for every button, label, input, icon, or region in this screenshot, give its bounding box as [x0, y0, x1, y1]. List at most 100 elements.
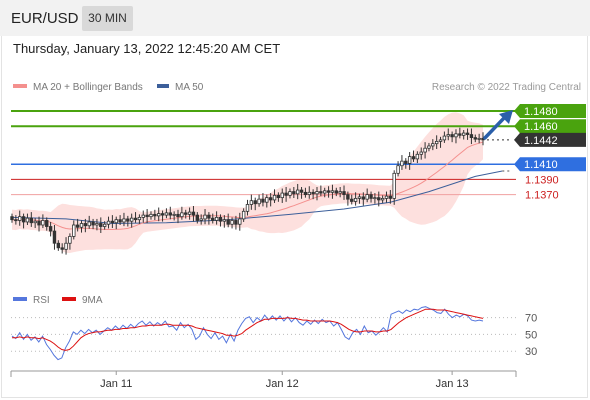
- candle-body: [191, 211, 196, 216]
- rsi-panel: 70 50 30: [11, 306, 537, 361]
- candle-body: [187, 211, 192, 215]
- level-tag-label-resistance: 1.1480: [524, 106, 558, 118]
- legend-swatch-ma20: [13, 84, 27, 88]
- candle-body: [99, 223, 103, 227]
- candle-body: [102, 223, 107, 227]
- candle-body: [149, 213, 153, 218]
- candle-body: [64, 242, 68, 250]
- candle-body: [473, 137, 477, 140]
- candle-body: [91, 221, 95, 226]
- candle-body: [265, 197, 269, 203]
- candle-body: [56, 242, 61, 249]
- candle-body: [168, 212, 172, 216]
- rsi-tick-label: 50: [525, 329, 537, 341]
- x-axis: Jan 11 Jan 12 Jan 13: [10, 370, 517, 390]
- candle-body: [79, 223, 84, 228]
- level-tag-label-current: 1.1442: [524, 135, 558, 147]
- timeframe-button[interactable]: 30 MIN: [82, 6, 133, 31]
- candle-body: [342, 191, 346, 195]
- rsi-line: [11, 306, 484, 361]
- candle-body: [245, 204, 250, 212]
- candle-body: [373, 197, 377, 200]
- candle-body: [41, 220, 45, 226]
- candle-body: [160, 213, 165, 216]
- candle-body: [311, 191, 315, 195]
- candle-body: [338, 191, 342, 194]
- candle-body: [380, 197, 385, 201]
- candle-body: [268, 197, 273, 201]
- candle-body: [45, 220, 49, 227]
- candle-body: [176, 213, 180, 218]
- legend-label-ma20: MA 20 + Bollinger Bands: [33, 82, 143, 93]
- candle-body: [75, 224, 80, 228]
- candle-body: [230, 220, 234, 225]
- rsi-legend: RSI 9MA: [13, 295, 103, 306]
- candle-body: [180, 212, 184, 218]
- candle-body: [469, 134, 474, 138]
- candle-body: [222, 219, 227, 222]
- candle-body: [118, 219, 122, 223]
- candle-body: [114, 219, 118, 224]
- rsi-tick-label: 30: [525, 346, 537, 358]
- level-tag-current: [514, 132, 586, 147]
- candle-body: [218, 216, 223, 222]
- candle-body: [203, 214, 207, 220]
- candle-body: [334, 190, 338, 194]
- forecast-arrow: [483, 110, 513, 140]
- legend-label-rsi: RSI: [33, 295, 50, 306]
- candle-body: [72, 224, 76, 237]
- candle-body: [214, 216, 219, 221]
- candle-body: [369, 194, 373, 199]
- candle-body: [350, 198, 354, 202]
- candle-body: [465, 132, 470, 135]
- candle-body: [365, 194, 369, 200]
- candle-body: [280, 192, 284, 199]
- candle-body: [68, 235, 72, 244]
- candle-body: [384, 195, 389, 199]
- level-label-support: 1.1370: [525, 190, 559, 202]
- legend-swatch-9ma: [62, 297, 76, 301]
- candle-body: [106, 220, 111, 225]
- candle-body: [450, 134, 454, 138]
- candle-body: [292, 191, 296, 195]
- candle-body: [427, 145, 431, 149]
- legend-label-9ma: 9MA: [82, 295, 103, 306]
- legend-swatch-rsi: [13, 297, 27, 301]
- candle-body: [307, 191, 311, 196]
- level-tag-pivot: [514, 157, 586, 172]
- candle-body: [207, 214, 211, 219]
- level-label-support: 1.1390: [525, 174, 559, 186]
- candle-body: [431, 143, 435, 147]
- candle-body: [261, 198, 265, 203]
- legend-swatch-ma50: [157, 84, 169, 88]
- level-tags: 1.1480 1.1460 1.1442 1.1410 1.1390 1.1370: [514, 104, 586, 202]
- candle-body: [423, 147, 427, 153]
- candle-body: [299, 189, 304, 193]
- candle-body: [211, 217, 215, 221]
- candle-body: [458, 133, 462, 136]
- candle-body: [95, 223, 99, 226]
- candle-body: [241, 210, 246, 220]
- candle-body: [319, 191, 323, 194]
- candle-body: [353, 197, 358, 202]
- candle-body: [377, 197, 381, 201]
- candle-body: [330, 190, 335, 193]
- candle-body: [52, 230, 57, 244]
- candle-body: [153, 213, 157, 217]
- candle-body: [199, 218, 203, 221]
- bollinger-band-area: [12, 112, 483, 254]
- candle-body: [48, 226, 53, 232]
- candle-body: [438, 139, 443, 142]
- datetime-label: Thursday, January 13, 2022 12:45:20 AM C…: [13, 41, 281, 56]
- candle-body: [87, 221, 91, 227]
- candle-body: [83, 223, 88, 227]
- candle-body: [361, 196, 366, 200]
- candle-body: [419, 151, 423, 155]
- candle-body: [110, 220, 115, 224]
- rsi-9ma-line: [12, 308, 484, 351]
- candle-body: [234, 220, 238, 225]
- candle-body: [129, 217, 134, 222]
- candle-body: [18, 216, 22, 221]
- forecast-arrow-head: [499, 110, 513, 124]
- chart-frame: [1, 36, 588, 398]
